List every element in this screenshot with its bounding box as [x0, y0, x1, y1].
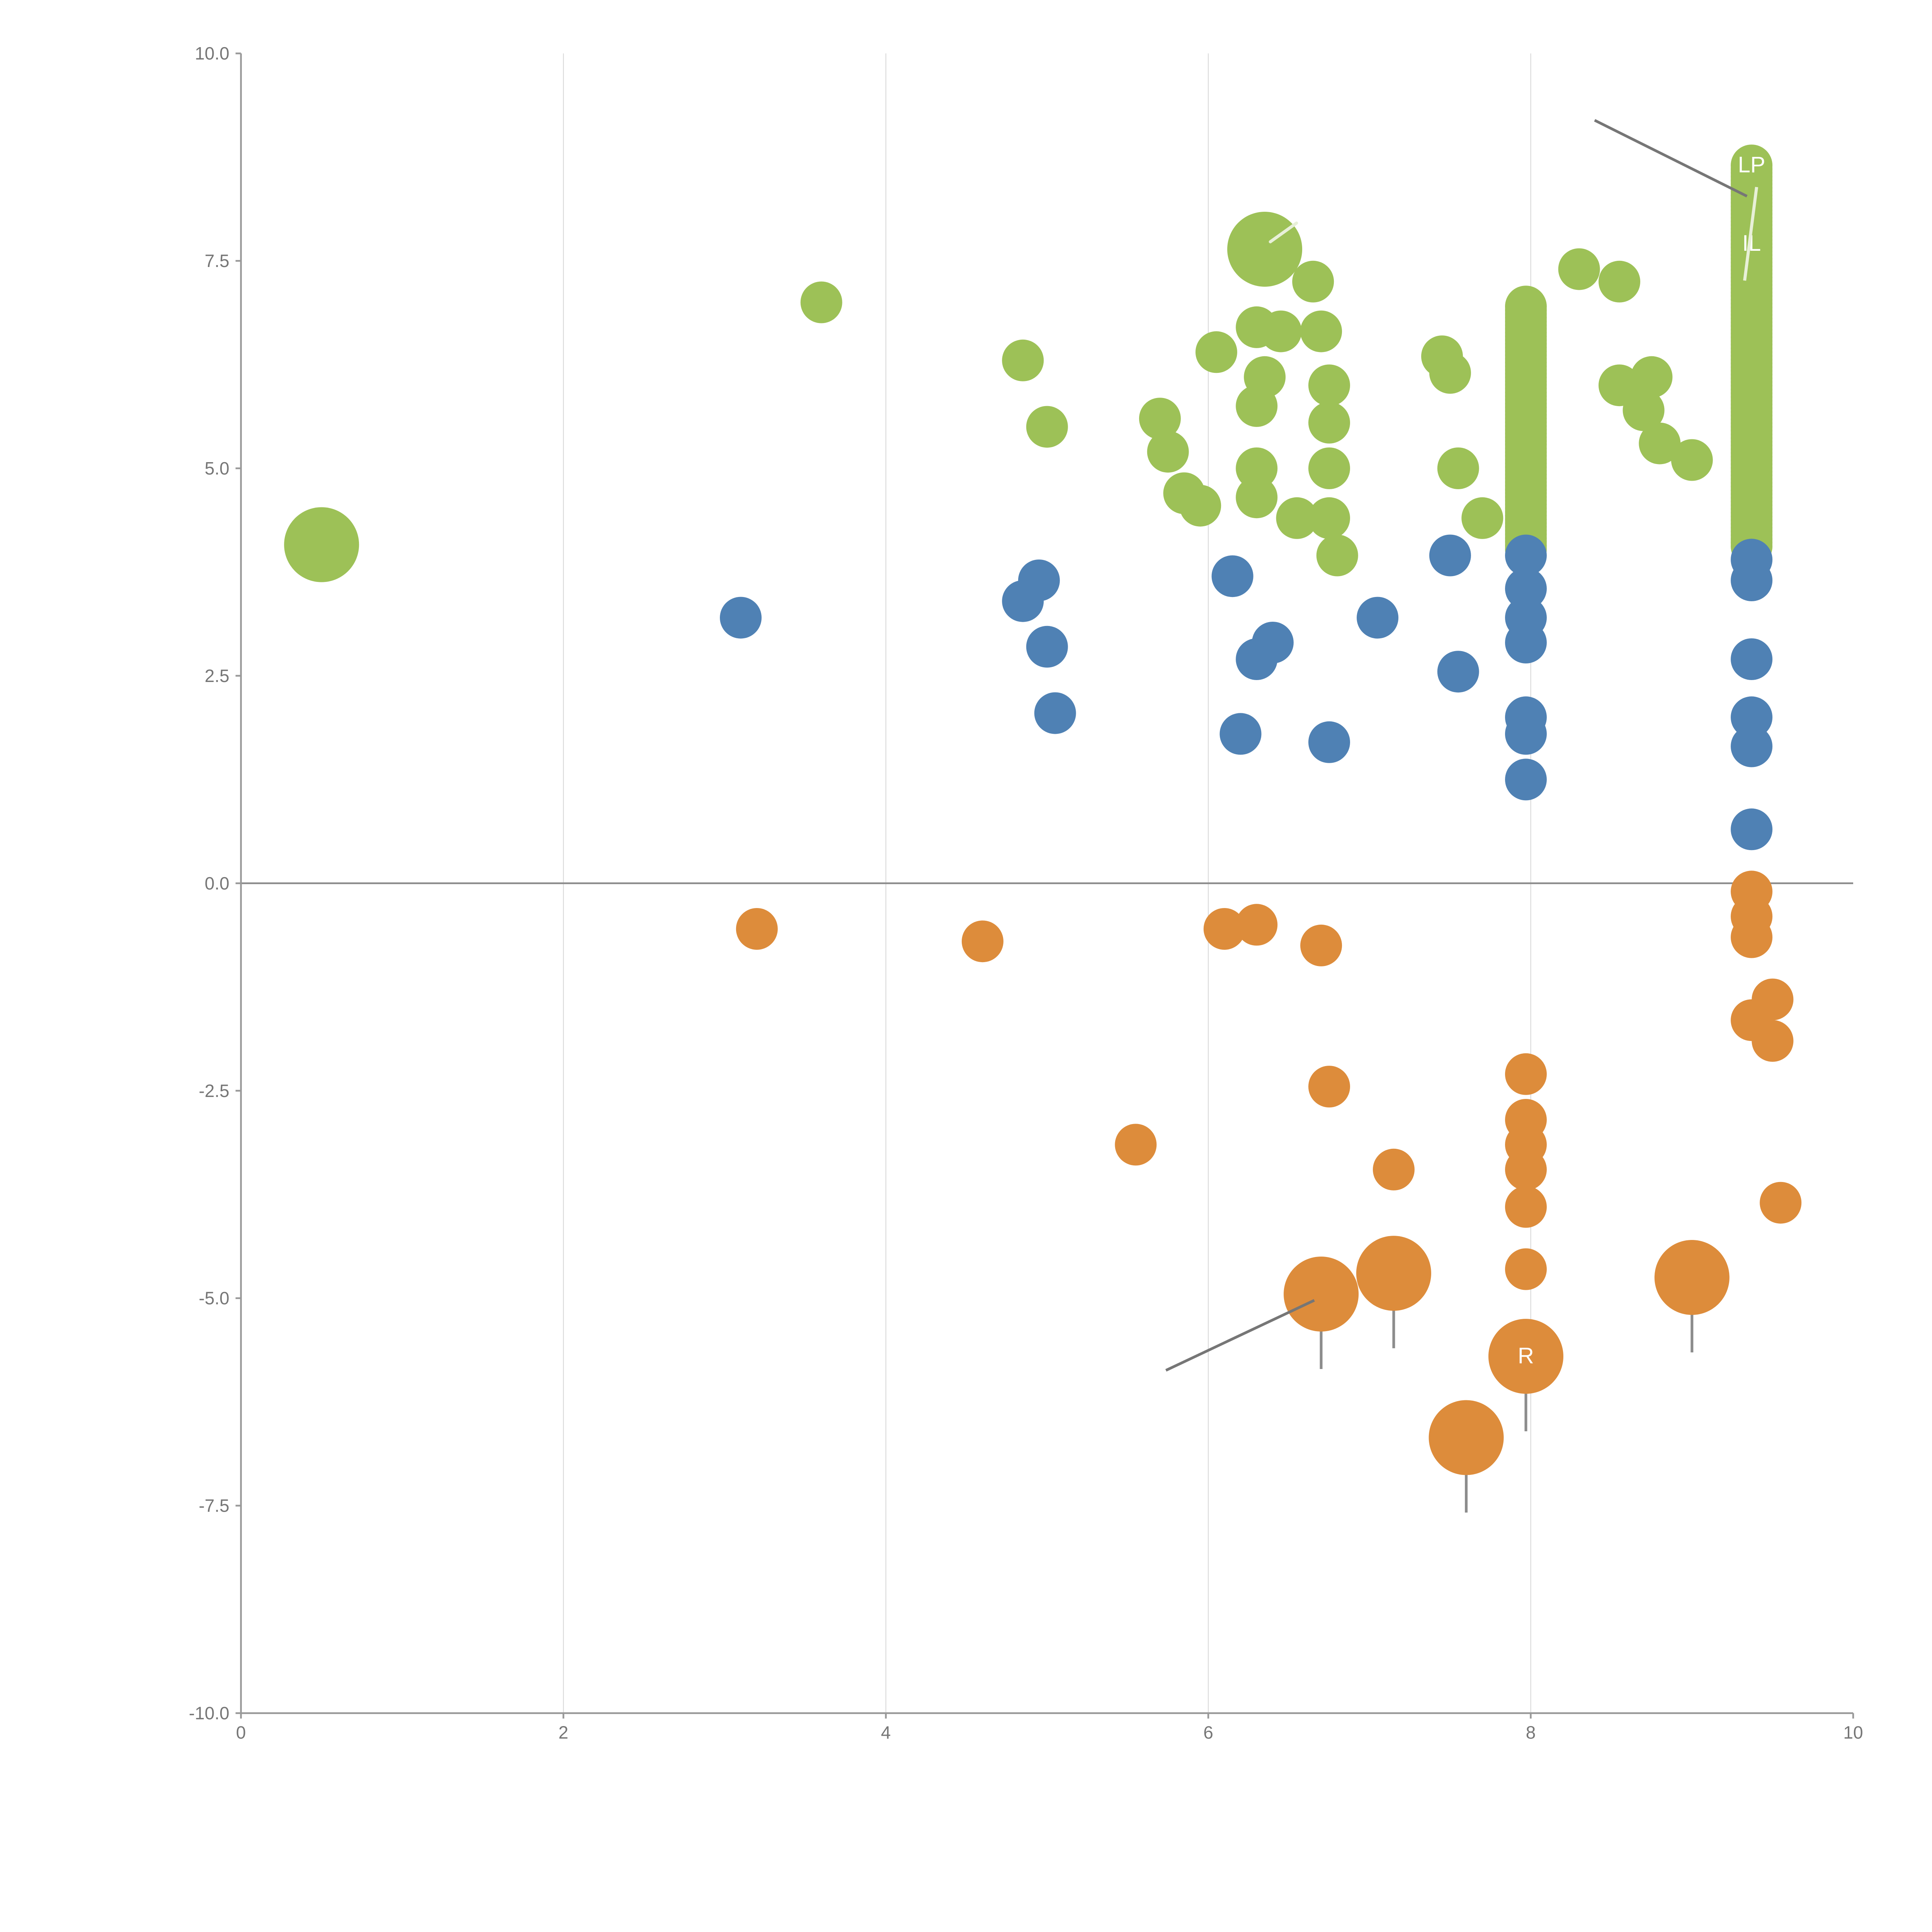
svg-text:0: 0 — [236, 1723, 246, 1743]
svg-text:10.0: 10.0 — [195, 43, 230, 63]
svg-text:R: R — [1518, 1343, 1534, 1368]
svg-text:-5.0: -5.0 — [199, 1288, 229, 1308]
svg-text:-10.0: -10.0 — [189, 1703, 230, 1723]
svg-text:4: 4 — [881, 1723, 891, 1743]
svg-text:5.0: 5.0 — [205, 458, 230, 478]
svg-text:8: 8 — [1526, 1723, 1536, 1743]
svg-text:10: 10 — [1843, 1723, 1863, 1743]
svg-text:7.5: 7.5 — [205, 251, 230, 271]
svg-text:LP: LP — [1738, 152, 1765, 177]
svg-text:6: 6 — [1203, 1723, 1213, 1743]
svg-text:2: 2 — [558, 1723, 568, 1743]
svg-text:2.5: 2.5 — [205, 666, 230, 686]
svg-text:-2.5: -2.5 — [199, 1081, 229, 1101]
svg-text:-7.5: -7.5 — [199, 1496, 229, 1516]
svg-text:0.0: 0.0 — [205, 873, 230, 893]
